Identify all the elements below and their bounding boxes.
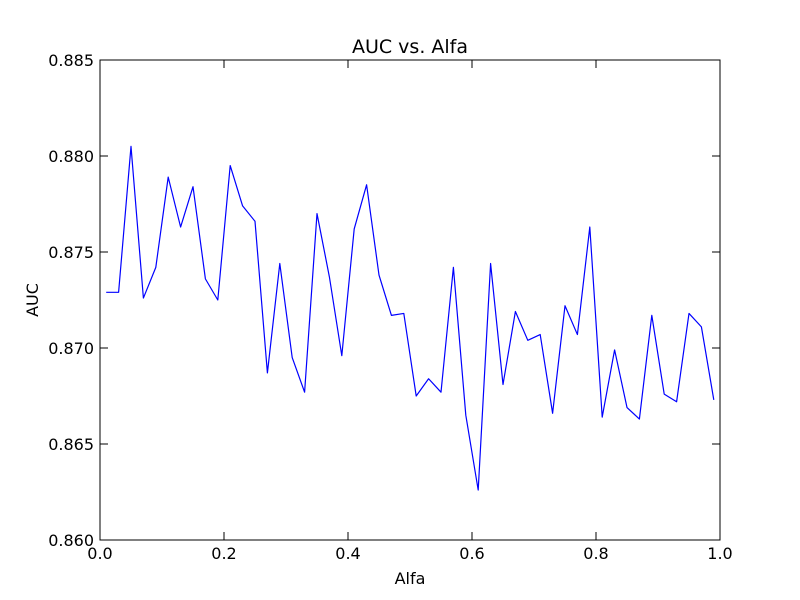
series-line-0 [106,145,715,491]
x-axis-label: Alfa [395,569,426,588]
y-tick-label: 0.860 [48,531,94,550]
x-tick-label: 1.0 [707,544,732,563]
x-tick-label: 0.4 [335,544,360,563]
x-tick-label: 0.8 [583,544,608,563]
y-tick-label: 0.880 [48,147,94,166]
y-tick-label: 0.875 [48,243,94,262]
y-axis-label: AUC [23,283,42,317]
axis-ticks: 0.0 0.2 0.4 0.6 0.8 1.0 0.860 0.865 0.870 0.875 0.… [48,51,733,563]
y-tick-label: 0.885 [48,51,94,70]
plot-area [99,59,721,541]
plot-frame [99,59,721,541]
x-tick-label: 0.0 [87,544,112,563]
chart-title: AUC vs. Alfa [352,36,468,58]
y-tick-label: 0.865 [48,435,94,454]
y-tick-label: 0.870 [48,339,94,358]
x-tick-label: 0.2 [211,544,236,563]
x-tick-label: 0.6 [459,544,484,563]
